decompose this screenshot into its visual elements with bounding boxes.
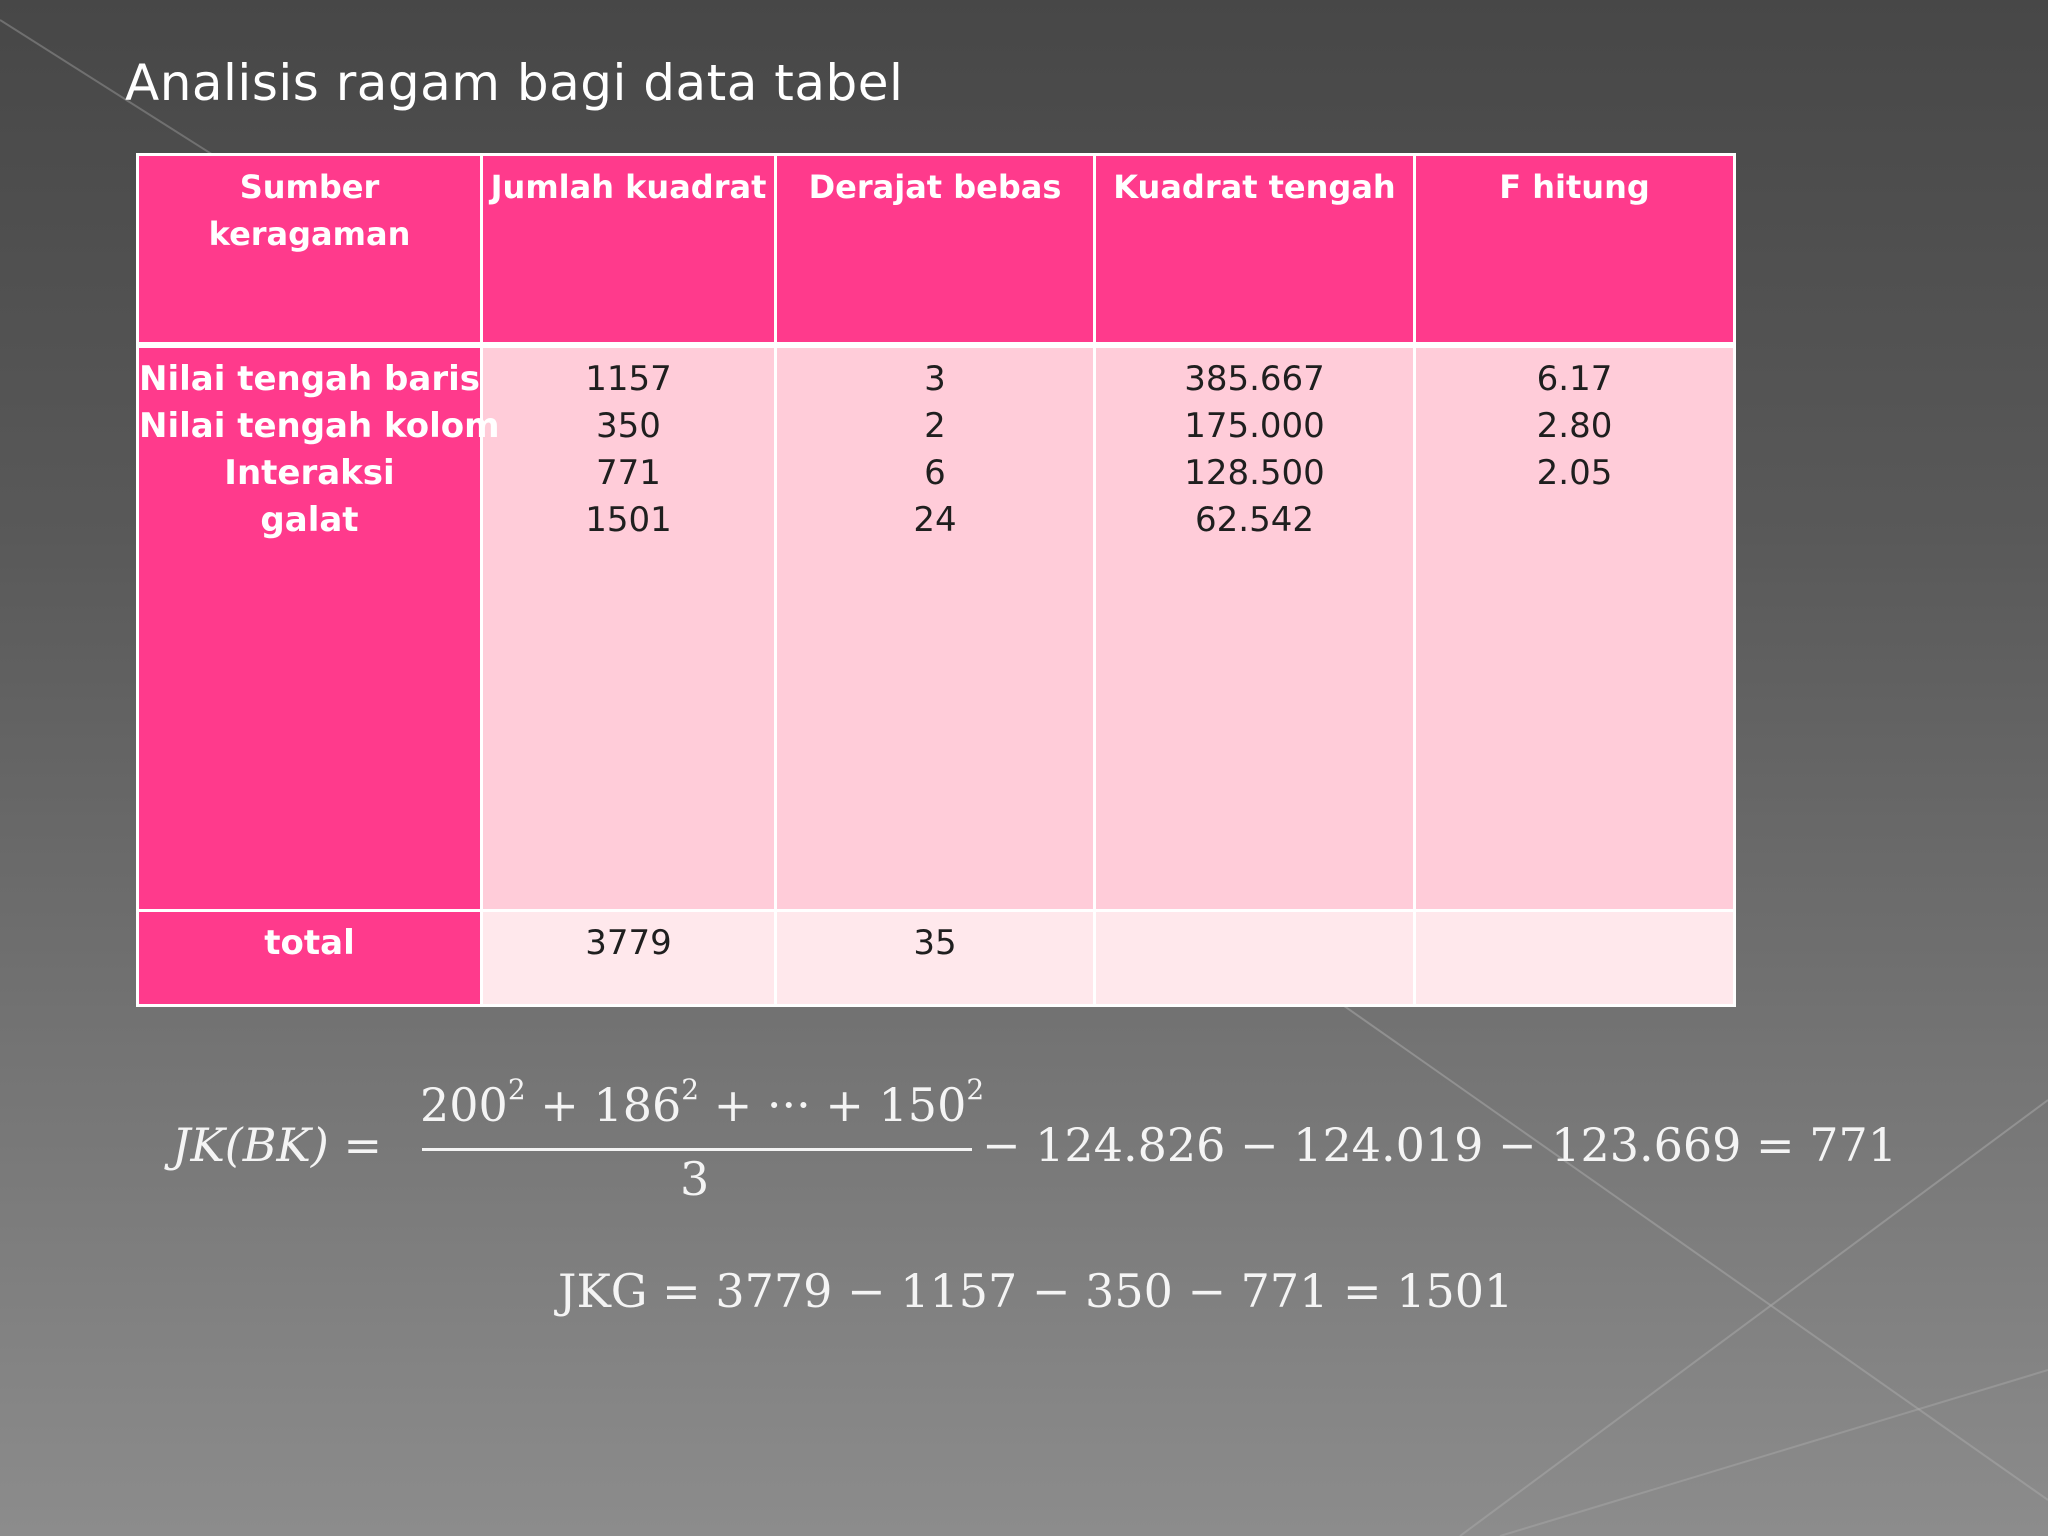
source-row-1: Nilai tengah baris <box>139 359 480 399</box>
source-row-2: Nilai tengah kolom <box>139 406 500 446</box>
table-body-row: Nilai tengah baris Nilai tengah kolom In… <box>136 342 1736 912</box>
source-row-3: Interaksi <box>224 453 395 493</box>
header-source-line1: Sumber <box>239 168 380 206</box>
df-row-3: 6 <box>924 453 946 493</box>
ss-row-4: 1501 <box>585 500 672 540</box>
numerator-exp-3: 2 <box>966 1073 985 1106</box>
denominator-text: 3 <box>680 1152 710 1206</box>
numerator-plus: + <box>540 1078 579 1132</box>
total-source: total <box>136 909 483 1007</box>
ss-row-3: 771 <box>596 453 661 493</box>
ms-row-4: 62.542 <box>1195 500 1314 540</box>
total-label: total <box>264 923 355 963</box>
ss-column: 1157 350 771 1501 <box>480 342 777 912</box>
table-header-row: Sumber keragaman Jumlah kuadrat Derajat … <box>136 153 1736 347</box>
formula-jkbk-numerator: 2002 + 1862 + ··· + 1502 <box>420 1073 984 1132</box>
header-f-value-label: F hitung <box>1499 168 1650 206</box>
ms-row-2: 175.000 <box>1184 406 1325 446</box>
total-f <box>1413 909 1736 1007</box>
fraction-bar <box>422 1148 972 1151</box>
df-row-2: 2 <box>924 406 946 446</box>
f-row-2: 2.80 <box>1536 406 1613 446</box>
df-row-1: 3 <box>924 359 946 399</box>
ms-row-3: 128.500 <box>1184 453 1325 493</box>
formula-jkbk-lhs: JK(BK) = <box>172 1118 382 1172</box>
header-mean-square-label: Kuadrat tengah <box>1113 168 1396 206</box>
header-source-line2: keragaman <box>208 215 411 253</box>
header-df: Derajat bebas <box>774 153 1096 347</box>
header-f-value: F hitung <box>1413 153 1736 347</box>
total-ms <box>1093 909 1416 1007</box>
formula-jkbk-lhs-text: JK(BK) = <box>172 1118 383 1172</box>
header-mean-square: Kuadrat tengah <box>1093 153 1416 347</box>
formula-jkbk-rest: − 124.826 − 124.019 − 123.669 = 771 <box>982 1118 1897 1172</box>
formula-jkg: JKG = 3779 − 1157 − 350 − 771 = 1501 <box>558 1264 1513 1318</box>
total-df-value: 35 <box>913 923 957 963</box>
source-column: Nilai tengah baris Nilai tengah kolom In… <box>136 342 500 912</box>
table-total-row: total 3779 35 <box>136 909 1736 1007</box>
header-source: Sumber keragaman <box>136 153 483 347</box>
numerator-term-2: 186 <box>593 1078 682 1132</box>
numerator-dots: + ··· + <box>713 1078 864 1132</box>
numerator-term-3: 150 <box>878 1078 967 1132</box>
f-row-1: 6.17 <box>1536 359 1613 399</box>
total-df: 35 <box>774 909 1096 1007</box>
slide-title: Analisis ragam bagi data tabel <box>125 54 904 112</box>
numerator-exp-2: 2 <box>681 1073 700 1106</box>
formula-jkbk-rest-text: − 124.826 − 124.019 − 123.669 = 771 <box>982 1118 1897 1172</box>
ms-column: 385.667 175.000 128.500 62.542 <box>1093 342 1416 912</box>
total-ss: 3779 <box>480 909 777 1007</box>
ss-row-1: 1157 <box>585 359 672 399</box>
f-column: 6.17 2.80 2.05 <box>1413 342 1736 912</box>
header-df-label: Derajat bebas <box>808 168 1062 206</box>
f-row-3: 2.05 <box>1536 453 1613 493</box>
df-row-4: 24 <box>913 500 957 540</box>
anova-table: Sumber keragaman Jumlah kuadrat Derajat … <box>136 153 1736 1007</box>
ms-row-1: 385.667 <box>1184 359 1325 399</box>
header-sum-squares: Jumlah kuadrat <box>480 153 777 347</box>
numerator-exp-1: 2 <box>507 1073 526 1106</box>
numerator-term-1: 200 <box>420 1078 508 1132</box>
source-row-4: galat <box>260 500 359 540</box>
total-ss-value: 3779 <box>585 923 672 963</box>
df-column: 3 2 6 24 <box>774 342 1096 912</box>
formula-jkbk-denominator: 3 <box>680 1152 709 1206</box>
formula-jkg-text: JKG = 3779 − 1157 − 350 − 771 = 1501 <box>558 1264 1514 1318</box>
header-sum-squares-label: Jumlah kuadrat <box>490 168 767 206</box>
ss-row-2: 350 <box>596 406 661 446</box>
